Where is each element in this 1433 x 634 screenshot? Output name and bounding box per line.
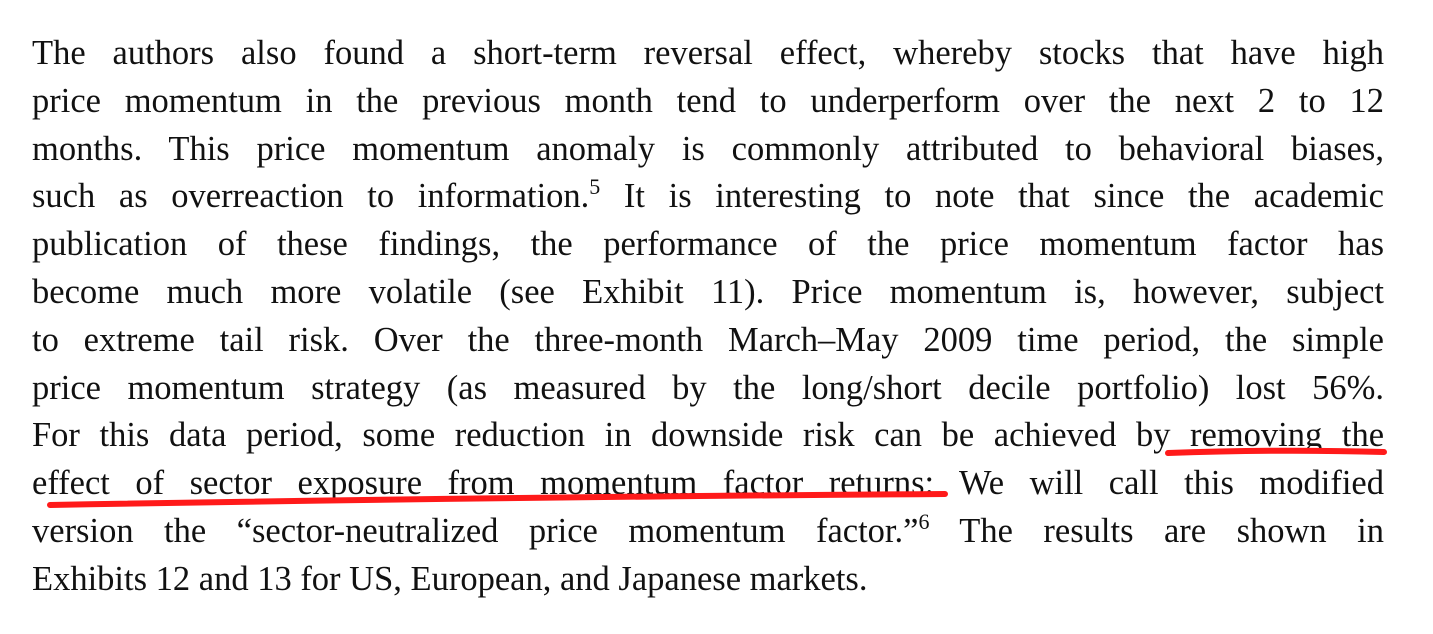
text-line: such as overreaction to information.5 It… — [32, 173, 1384, 221]
text-segment: version the “sector-neutralized price mo… — [32, 511, 919, 550]
text-line: version the “sector-neutralized price mo… — [32, 508, 1384, 556]
text-line: price momentum in the previous month ten… — [32, 81, 1384, 120]
text-line: effect of sector exposure from momentum … — [32, 460, 1384, 508]
footnote-marker: 5 — [589, 174, 601, 200]
text-line: Exhibits 12 and 13 for US, European, and… — [32, 559, 868, 598]
text-line: months. This price momentum anomaly is c… — [32, 129, 1384, 168]
text-segment: It is interesting to note that since the… — [600, 177, 1384, 216]
underlined-text: removing the — [1190, 416, 1385, 455]
text-line: The authors also found a short-term reve… — [32, 34, 1384, 72]
text-line: publication of these findings, the perfo… — [32, 225, 1384, 264]
text-segment: For this data period, some reduction in … — [32, 416, 1191, 455]
text-line: to extreme tail risk. Over the three-mon… — [32, 320, 1384, 359]
body-paragraph: The authors also found a short-term reve… — [32, 30, 1384, 604]
text-segment: such as overreaction to information. — [32, 177, 590, 216]
text-segment: : We will call this modified — [924, 464, 1384, 503]
underlined-text: effect of sector exposure from momentum … — [32, 464, 925, 503]
text-line: price momentum strategy (as measured by … — [32, 368, 1384, 407]
text-segment: The results are shown in — [929, 511, 1384, 550]
text-line: become much more volatile (see Exhibit 1… — [32, 272, 1384, 311]
text-line: For this data period, some reduction in … — [32, 412, 1384, 460]
footnote-marker: 6 — [918, 508, 930, 534]
